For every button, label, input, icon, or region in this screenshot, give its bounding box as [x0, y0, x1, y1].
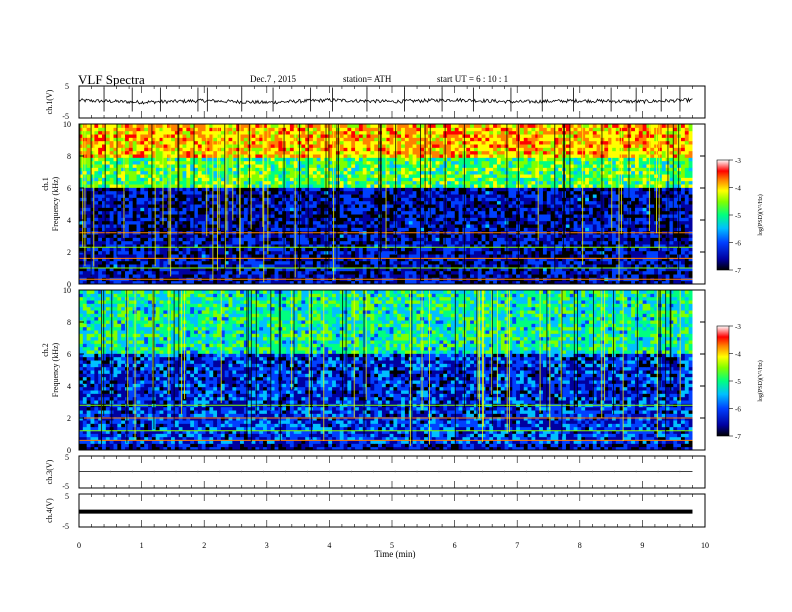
y-tick-label: 5: [65, 82, 69, 91]
y-tick-label: -5: [62, 112, 69, 121]
colorbars: -3 -4 -5 -6 -7 log(PSD)(V²/Hz) -3 -4 -5 -6 -7 log(P…: [716, 157, 764, 441]
colorbar-tick-label: -6: [735, 240, 741, 248]
colorbar-tick-label: -4: [735, 351, 741, 359]
ch1-spectrogram-frame: [78, 123, 706, 285]
ch1-spectrogram-cells: [79, 124, 693, 284]
y-tick-label: 6: [67, 184, 71, 193]
channel-axis-label: ch.1(V): [45, 89, 54, 114]
x-tick-label: 5: [390, 541, 394, 550]
colorbar-tick-label: -4: [735, 185, 741, 193]
y-tick-label: 2: [67, 414, 71, 423]
colorbar-tick-label: -6: [735, 406, 741, 414]
x-tick-label: 10: [701, 541, 709, 550]
channel-axis-label: ch.4(V): [45, 498, 54, 523]
colorbar-tick-label: -5: [735, 378, 741, 386]
chart-title: VLF Spectra: [78, 72, 145, 87]
ch1-trace: [78, 97, 693, 105]
x-axis-label: Time (min): [375, 549, 416, 559]
ch1-spectrogram-colorbar: -3 -4 -5 -6 -7 log(PSD)(V²/Hz): [716, 157, 764, 275]
y-tick-label: 4: [67, 216, 71, 225]
colorbar-tick-label: -5: [735, 212, 741, 220]
date-label: Dec.7 , 2015: [250, 74, 296, 84]
y-tick-label: 10: [63, 286, 71, 295]
y-tick-label: 4: [67, 382, 71, 391]
ch2-spectrogram-colorbar: -3 -4 -5 -6 -7 log(PSD)(V²/Hz): [716, 323, 764, 441]
channel-axis-label: ch.3(V): [45, 459, 54, 484]
ch1-waveform-panel: 5 -5 ch.1(V): [45, 82, 706, 121]
time-axis: 0 1 2 3 4 5 6 7 8 9 10: [77, 541, 709, 550]
x-tick-label: 9: [640, 541, 644, 550]
start-time-label: start UT = 6 : 10 : 1: [437, 74, 508, 84]
y-tick-label: -5: [62, 522, 69, 531]
y-tick-label: 6: [67, 350, 71, 359]
x-tick-label: 8: [578, 541, 582, 550]
y-tick-label: 8: [67, 152, 71, 161]
x-tick-label: 2: [202, 541, 206, 550]
colorbar-tick-label: -3: [735, 323, 741, 331]
ch4-waveform-panel: 5 -5 ch.4(V): [45, 492, 706, 531]
x-tick-label: 0: [77, 541, 81, 550]
ch3-waveform-panel: 5 -5 ch.3(V): [45, 453, 706, 491]
y-tick-label: -5: [62, 482, 69, 491]
ch2-spectrogram-frame: [78, 289, 706, 451]
x-tick-label: 6: [453, 541, 457, 550]
channel-label: ch.2: [41, 343, 50, 357]
x-tick-label: 4: [327, 541, 331, 550]
y-tick-label: 8: [67, 318, 71, 327]
x-tick-label: 3: [265, 541, 269, 550]
colorbar-tick-label: -7: [735, 267, 741, 275]
y-tick-label: 0: [67, 280, 71, 289]
channel-label: ch.1: [41, 177, 50, 191]
ch2-spectrogram-cells: [79, 290, 693, 450]
colorbar-tick-label: -7: [735, 433, 741, 441]
y-tick-label: 5: [65, 492, 69, 501]
ch1-spectrogram-panel: 0 2 4 6 8 10 ch.1 Frequency (kHz): [41, 120, 706, 289]
station-label: station= ATH: [343, 74, 392, 84]
x-tick-label: 1: [140, 541, 144, 550]
colorbar-label: log(PSD)(V²/Hz): [757, 360, 764, 401]
frequency-axis-label: Frequency (kHz): [51, 342, 60, 397]
frequency-axis-label: Frequency (kHz): [51, 176, 60, 231]
x-tick-label: 7: [515, 541, 519, 550]
ch2-spectrogram-panel: 0 2 4 6 8 10 ch.2 Frequency (kHz): [41, 286, 706, 455]
colorbar-label: log(PSD)(V²/Hz): [757, 194, 764, 235]
y-tick-label: 5: [65, 453, 69, 462]
y-tick-label: 2: [67, 248, 71, 257]
colorbar-tick-label: -3: [735, 157, 741, 165]
y-tick-label: 10: [63, 120, 71, 129]
y-tick-label: 0: [67, 446, 71, 455]
